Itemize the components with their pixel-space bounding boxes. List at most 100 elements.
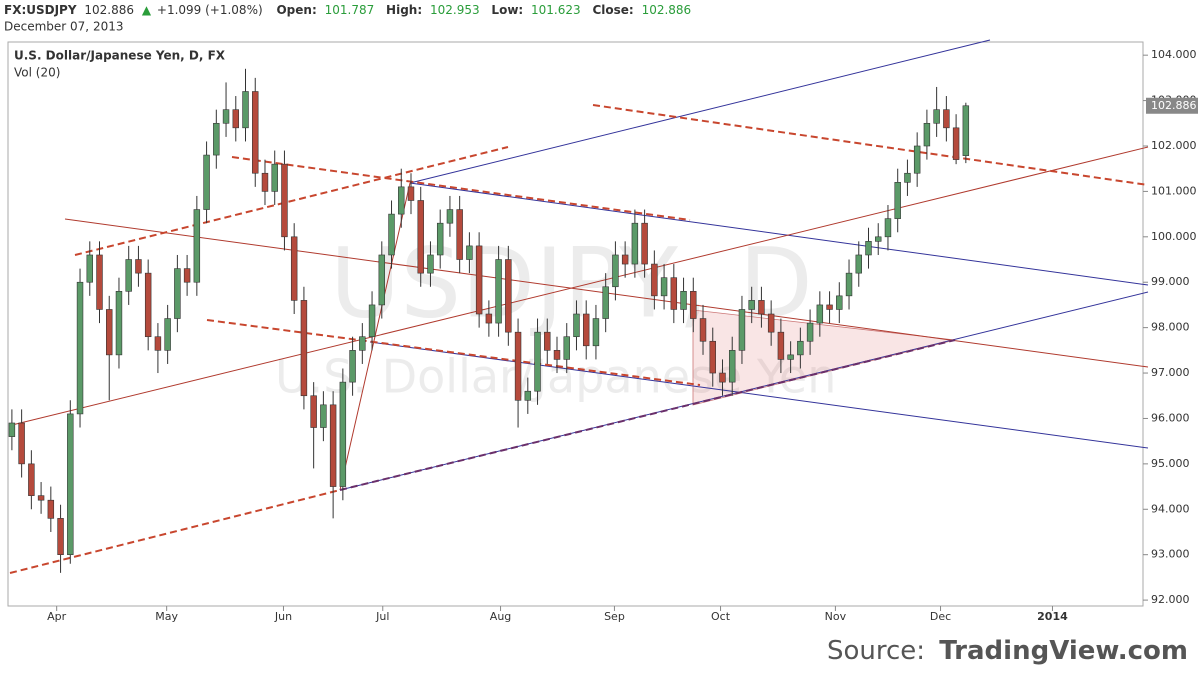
candle-body (816, 304, 824, 324)
candle-body (290, 236, 298, 301)
candle-body (222, 109, 230, 124)
x-tick-label: Dec (930, 610, 951, 623)
candle-body (232, 109, 239, 129)
candle-body (738, 309, 746, 351)
candle-body (690, 291, 697, 319)
y-tick-label: 101.000 (1151, 184, 1197, 197)
low-value: 101.623 (531, 3, 581, 17)
y-tick-label: 92.000 (1151, 593, 1190, 606)
candle-body (748, 300, 755, 310)
candle-body (466, 245, 473, 260)
candle-body (164, 318, 171, 351)
candle-body (962, 105, 970, 156)
candle-body (582, 313, 590, 347)
close-label: Close: (592, 3, 633, 17)
candle-body (281, 163, 288, 238)
candle-body (135, 259, 142, 274)
symbol: FX:USDJPY (4, 3, 77, 17)
candle-body (407, 186, 415, 201)
candle-body (154, 336, 162, 351)
candle-body (670, 277, 678, 310)
x-tick-label: Oct (711, 610, 731, 623)
high-label: High: (386, 3, 422, 17)
candle-body (758, 300, 765, 315)
candle-body (641, 222, 648, 265)
candle-body (261, 172, 269, 192)
low-label: Low: (491, 3, 523, 17)
candle-body (271, 163, 278, 192)
candle-body (475, 245, 483, 315)
trend-drawings (9, 39, 1149, 574)
candle-body (952, 127, 960, 160)
dashed-line (231, 156, 691, 221)
candle-body (368, 304, 376, 338)
high-value: 102.953 (430, 3, 480, 17)
x-tick-label: 2014 (1037, 610, 1068, 623)
candle-body (57, 518, 64, 555)
candle-body (47, 499, 55, 519)
change: +1.099 (+1.08%) (157, 3, 263, 17)
candle-body (524, 390, 532, 401)
close-value: 102.886 (642, 3, 692, 17)
chart-title: U.S. Dollar/Japanese Yen, D, FX (14, 49, 226, 63)
candle-body (37, 495, 45, 501)
candle-body (28, 463, 35, 496)
candle-body (777, 331, 785, 360)
y-tick-label: 96.000 (1151, 411, 1190, 424)
candle-body (456, 209, 463, 260)
candle-body (913, 145, 921, 174)
candle-body (18, 422, 25, 465)
last-price: 102.886 (84, 3, 134, 17)
trend-line (11, 146, 1149, 426)
y-tick-label: 95.000 (1151, 457, 1190, 470)
candle-body (660, 277, 668, 297)
candle-body (933, 109, 940, 124)
candle-body (923, 122, 931, 147)
candle-body (76, 281, 84, 415)
source: Source: TradingView.com (827, 636, 1188, 666)
candle-body (631, 222, 639, 265)
candle-body (806, 322, 814, 342)
candle-body (728, 350, 736, 383)
candle-body (106, 309, 113, 356)
candle-body (592, 318, 600, 347)
x-tick-label: May (155, 610, 178, 623)
candle-body (826, 304, 833, 310)
watermark: USDJPY, D (330, 227, 813, 339)
source-label: Source: (827, 636, 925, 666)
candle-body (875, 236, 882, 242)
candle-body (86, 254, 93, 283)
candle-body (427, 254, 434, 274)
header: FX:USDJPY 102.886 ▲ +1.099 (+1.08%) Open… (4, 3, 691, 17)
candle-body (894, 182, 901, 219)
y-tick-label: 99.000 (1151, 275, 1190, 288)
candle-body (602, 286, 609, 319)
candle-body (767, 313, 775, 333)
y-tick-label: 104.000 (1151, 48, 1197, 61)
candle-body (865, 241, 872, 256)
y-tick-label: 100.000 (1151, 230, 1197, 243)
candle-body (8, 422, 16, 437)
candle-body (534, 331, 541, 392)
dashed-line (74, 146, 509, 256)
candle-body (709, 340, 716, 374)
candle-body (349, 350, 356, 383)
y-tick-label: 97.000 (1151, 366, 1190, 379)
candle-body (514, 331, 522, 401)
candle-body (398, 186, 405, 215)
candle-body (417, 200, 424, 274)
candle-body (544, 331, 551, 351)
candle-body (904, 172, 911, 183)
candle-body (125, 259, 132, 292)
candle-body (719, 372, 726, 383)
candle-body (836, 295, 843, 310)
x-tick-label: Jun (274, 610, 292, 623)
x-tick-label: Apr (47, 610, 67, 623)
candle-body (943, 109, 950, 129)
x-tick-label: Jul (375, 610, 389, 623)
dashed-line (339, 339, 956, 491)
candle-body (495, 259, 502, 324)
chart-subtitle: Vol (20) (14, 66, 60, 80)
